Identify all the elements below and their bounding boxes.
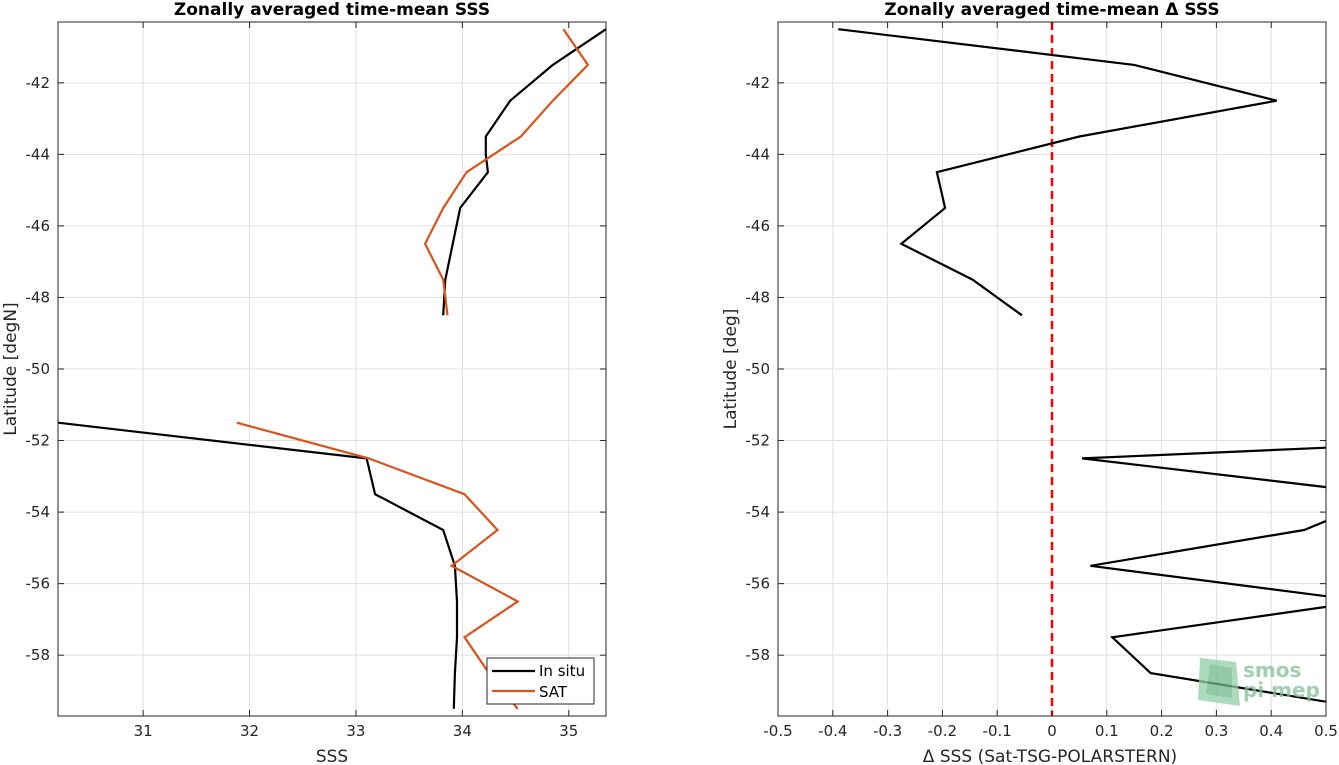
chart-right-xlabel: Δ SSS (Sat-TSG-POLARSTERN) (923, 747, 1177, 765)
chart-left-xtick-label: 31 (134, 722, 153, 740)
chart-right-ytick-label: -52 (746, 432, 771, 450)
chart-left-ylabel: Latitude [degN] (1, 302, 21, 435)
chart-right-xtick-label: 0 (1047, 722, 1057, 740)
smos-pi-mep-logo: smos pi mep (1198, 658, 1320, 706)
chart-left-ticks: 31 32 33 34 35 -42 -44 -46 -48 -50 -52 -54 -56 -58 (26, 22, 606, 740)
chart-right-ytick-label: -44 (746, 145, 771, 163)
chart-right-ytick-label: -54 (746, 503, 771, 521)
chart-left-xtick-label: 33 (346, 722, 365, 740)
chart-left-series-0-segment-0 (442, 28, 606, 316)
chart-right-ytick-label: -50 (746, 360, 771, 378)
chart-left-ytick-label: -44 (26, 145, 51, 163)
chart-left-ytick-label: -50 (26, 360, 51, 378)
chart-left-ytick-label: -48 (26, 288, 51, 306)
chart-right-xtick-label: -0.4 (818, 722, 847, 740)
chart-right-ytick-label: -56 (746, 575, 771, 593)
chart-left-series-1-segment-0 (423, 28, 590, 316)
chart-left: Zonally averaged time-mean SSS 31 32 33 34 3… (1, 0, 607, 765)
legend-label-sat: SAT (539, 683, 568, 701)
chart-right-xtick-label: 0.5 (1314, 722, 1338, 740)
chart-right-ticks: -0.5 -0.4 -0.3 -0.2 -0.1 0 0.1 0.2 0.3 0.4 0.5 -42 -… (746, 22, 1338, 740)
logo-shape-inner (1206, 664, 1232, 698)
chart-right-xtick-label: 0.2 (1150, 722, 1174, 740)
chart-right-xtick-label: -0.1 (983, 722, 1012, 740)
legend-box (486, 657, 595, 705)
chart-left-title: Zonally averaged time-mean SSS (174, 0, 490, 20)
chart-right: Zonally averaged time-mean Δ SSS smos pi… (721, 0, 1338, 765)
chart-left-xtick-label: 35 (559, 722, 578, 740)
chart-left-ytick-label: -58 (26, 646, 51, 664)
chart-right-series-0-segment-0 (838, 28, 1277, 317)
chart-right-xtick-label: -0.5 (763, 722, 792, 740)
chart-left-ytick-label: -54 (26, 503, 51, 521)
chart-right-xtick-label: -0.3 (873, 722, 902, 740)
chart-right-ytick-label: -42 (746, 74, 771, 92)
chart-right-xtick-label: 0.4 (1259, 722, 1283, 740)
chart-left-ytick-label: -42 (26, 74, 51, 92)
chart-right-ytick-label: -48 (746, 288, 771, 306)
chart-left-ytick-label: -46 (26, 217, 51, 235)
chart-left-xlabel: SSS (316, 747, 348, 765)
legend: In situ SAT (486, 657, 595, 705)
chart-right-xtick-label: -0.2 (928, 722, 957, 740)
chart-right-xtick-label: 0.3 (1204, 722, 1228, 740)
chart-left-xtick-label: 32 (240, 722, 259, 740)
chart-right-ytick-label: -58 (746, 646, 771, 664)
chart-left-grid (58, 22, 606, 716)
chart-left-series-0-segment-1 (58, 421, 459, 709)
chart-left-series (58, 28, 606, 710)
chart-left-ytick-label: -56 (26, 575, 51, 593)
chart-left-ytick-label: -52 (26, 432, 51, 450)
chart-right-xtick-label: 0.1 (1095, 722, 1119, 740)
chart-right-title: Zonally averaged time-mean Δ SSS (884, 0, 1219, 20)
legend-label-in-situ: In situ (539, 662, 585, 680)
chart-right-series-0-segment-2 (1090, 519, 1326, 598)
logo-text-pi-mep: pi mep (1243, 678, 1320, 702)
chart-right-ytick-label: -46 (746, 217, 771, 235)
chart-right-ylabel: Latitude [deg] (721, 309, 741, 430)
logo-text-smos: smos (1243, 658, 1301, 682)
chart-right-series-0-segment-1 (1081, 446, 1326, 489)
chart-left-xtick-label: 34 (453, 722, 472, 740)
chart-left-series-1-segment-1 (236, 421, 520, 710)
